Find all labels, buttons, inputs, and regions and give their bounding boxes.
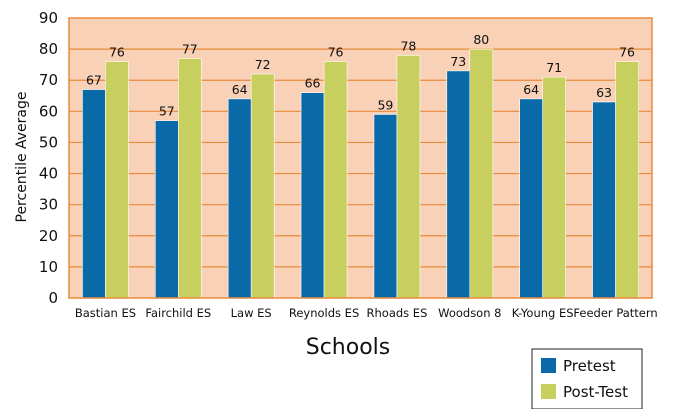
y-axis-label: Percentile Average <box>14 91 30 222</box>
plot-frame <box>68 17 653 299</box>
bar-pretest <box>155 120 179 299</box>
x-tick-label: K-Young ES <box>512 306 574 320</box>
y-axis-ticks: 0 10 20 30 40 50 60 70 80 90 <box>39 9 58 307</box>
data-label: 78 <box>400 38 416 53</box>
bar-pretest <box>446 70 471 299</box>
legend: Pretest Post-Test <box>531 348 643 409</box>
bar-pretest <box>519 98 543 299</box>
x-tick-label: Rhoads ES <box>367 306 428 320</box>
bar-post-test <box>542 76 566 299</box>
data-label: 71 <box>546 60 562 75</box>
y-tick-label: 60 <box>39 102 58 120</box>
data-label: 57 <box>159 104 175 119</box>
bar-post-test <box>250 73 275 299</box>
data-label: 76 <box>109 45 125 60</box>
x-axis-label: Schools <box>306 335 391 360</box>
x-tick-label: Bastian ES <box>75 306 136 320</box>
y-tick-label: 10 <box>39 258 58 276</box>
bar-pretest <box>373 114 398 299</box>
x-tick-label: Feeder Pattern <box>573 306 657 320</box>
y-tick-label: 80 <box>39 40 58 58</box>
y-tick-label: 0 <box>48 289 58 307</box>
data-labels: 67 76 57 77 64 72 66 76 59 78 73 80 64 71 63 76 <box>86 32 635 119</box>
legend-swatch-pretest <box>541 358 556 373</box>
bar-pretest <box>592 101 616 299</box>
bar-post-test <box>323 61 348 299</box>
legend-label-post-test: Post-Test <box>563 383 628 401</box>
y-tick-label: 40 <box>39 165 58 183</box>
legend-label-pretest: Pretest <box>563 357 616 375</box>
x-tick-label: Law ES <box>231 306 272 320</box>
data-label: 63 <box>596 85 612 100</box>
y-tick-label: 70 <box>39 71 58 89</box>
x-tick-label: Reynolds ES <box>289 306 359 320</box>
data-label: 72 <box>255 57 271 72</box>
x-tick-label: Fairchild ES <box>145 306 211 320</box>
bar-post-test <box>396 55 421 299</box>
data-label: 64 <box>232 82 248 97</box>
data-label: 67 <box>86 73 102 88</box>
data-label: 76 <box>328 45 344 60</box>
bar-post-test <box>178 58 202 299</box>
bar-pretest <box>82 89 106 299</box>
bar-post-test <box>469 48 494 299</box>
x-axis-ticks: Bastian ES Fairchild ES Law ES Reynolds ES R… <box>75 306 658 320</box>
legend-swatch-post-test <box>541 384 556 399</box>
bar-post-test <box>105 61 129 299</box>
bar-post-test <box>615 61 639 299</box>
data-label: 64 <box>523 82 539 97</box>
y-tick-label: 90 <box>39 9 58 27</box>
data-label: 66 <box>305 76 321 91</box>
y-tick-label: 50 <box>39 133 58 151</box>
data-label: 73 <box>450 54 466 69</box>
data-label: 77 <box>182 41 198 56</box>
bar-pretest <box>300 92 325 299</box>
y-tick-label: 30 <box>39 196 58 214</box>
bar-pretest <box>227 98 252 299</box>
data-label: 80 <box>473 32 489 47</box>
x-tick-label: Woodson 8 <box>438 306 501 320</box>
data-label: 59 <box>377 97 393 112</box>
y-tick-label: 20 <box>39 227 58 245</box>
data-label: 76 <box>619 45 635 60</box>
